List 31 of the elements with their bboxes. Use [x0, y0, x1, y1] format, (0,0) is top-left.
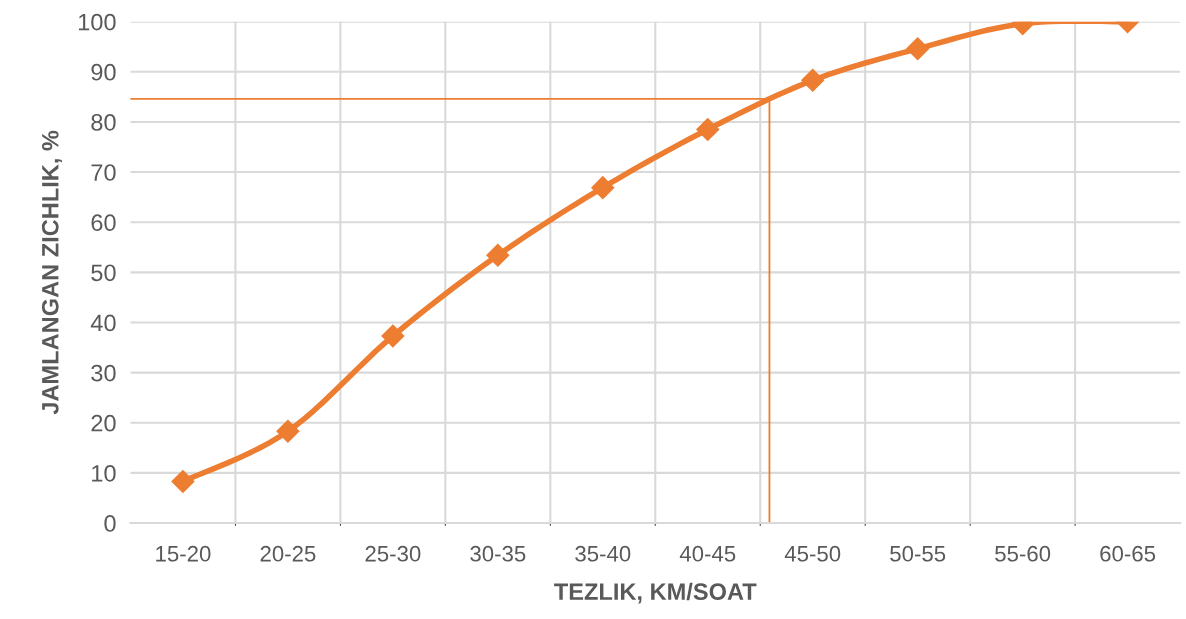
y-tick-label: 0	[104, 515, 116, 532]
point	[906, 37, 930, 61]
y-tick-label: 30	[91, 364, 116, 382]
point	[801, 68, 825, 92]
y-tick-label: 40	[90, 314, 116, 332]
point	[591, 176, 615, 200]
point	[381, 324, 405, 348]
y-axis-title: JAMLANGAN ZICHLIK, %	[41, 130, 63, 415]
x-tick-label: 20-25	[260, 545, 316, 562]
point	[486, 243, 510, 267]
x-tick-label: 45-50	[784, 545, 841, 562]
y-tick-label: 90	[91, 63, 116, 81]
x-tick-label: 60-65	[1100, 545, 1156, 562]
y-tick-label: 80	[91, 114, 116, 131]
x-tick-label: 40-45	[679, 545, 736, 562]
point	[171, 469, 195, 493]
x-tick-label: 35-40	[575, 545, 631, 562]
y-tick-label: 10	[92, 464, 116, 482]
y-tick-label: 70	[91, 164, 116, 181]
y-tick-label: 60	[91, 214, 116, 232]
x-tick-label: 55-60	[995, 545, 1051, 562]
x-axis-title: TEZLIK, KM/SOAT	[554, 582, 757, 604]
x-tick-label: 30-35	[470, 545, 526, 562]
y-tick-label: 50	[91, 264, 116, 282]
x-tick-label: 50-55	[890, 545, 946, 562]
y-tick-label: 100	[78, 13, 116, 31]
point	[696, 117, 720, 141]
x-tick-label: 15-20	[156, 545, 211, 562]
point	[276, 419, 300, 443]
x-tick-label: 25-30	[365, 545, 421, 562]
y-tick-label: 20	[91, 414, 116, 432]
